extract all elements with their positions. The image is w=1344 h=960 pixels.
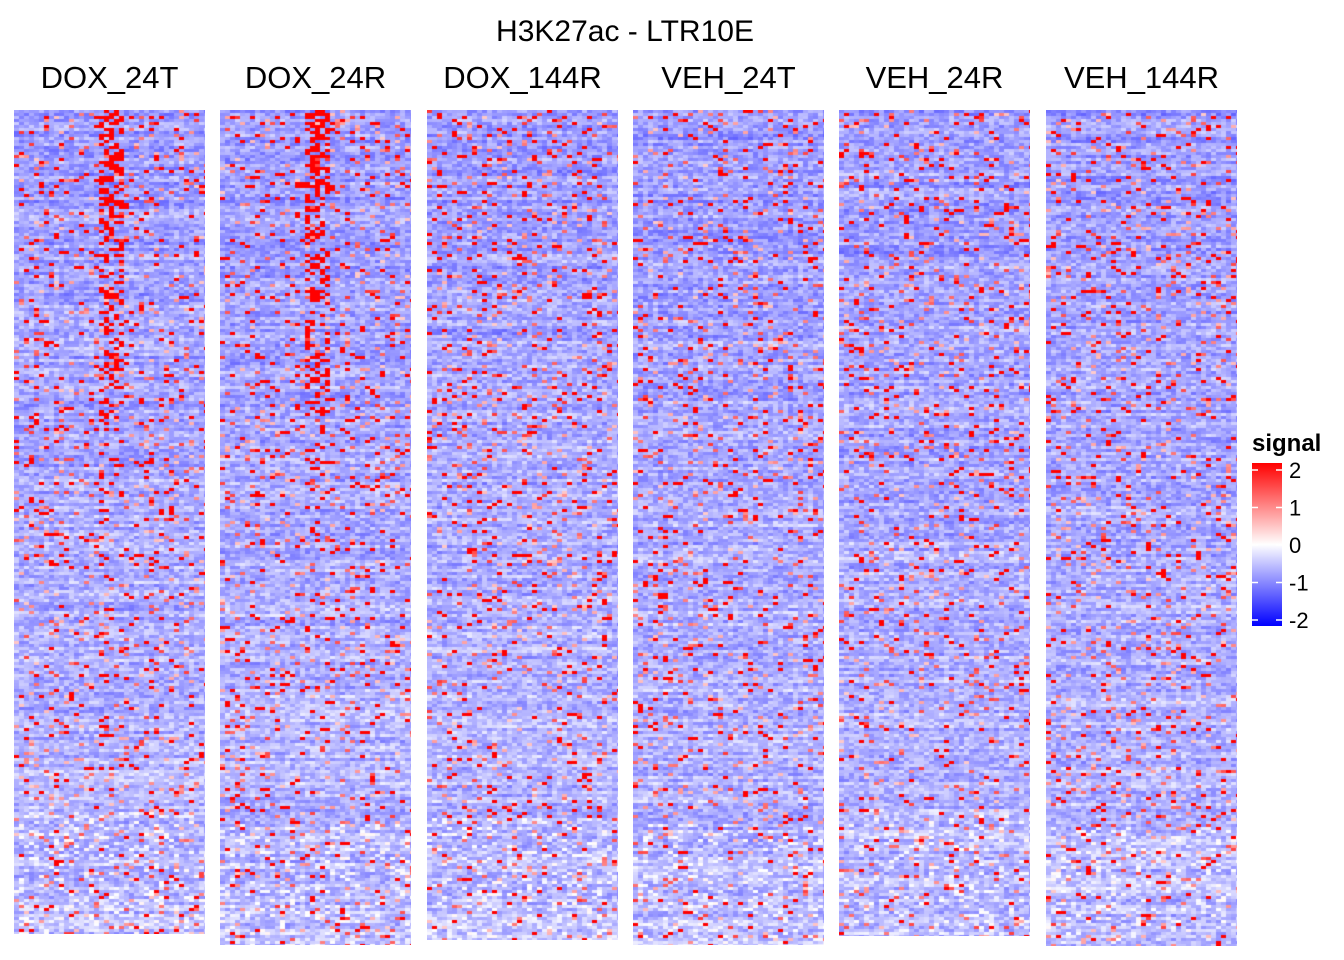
- legend: signal 2 1 0 -1 -2: [1252, 430, 1321, 633]
- heatmap-panel-dox-144r: [427, 110, 618, 940]
- legend-tick-label: -2: [1289, 608, 1309, 633]
- facet-label-veh-24r: VEH_24R: [866, 60, 1004, 95]
- facet-label-veh-24t: VEH_24T: [661, 60, 795, 95]
- legend-tick-label: -1: [1289, 571, 1309, 596]
- heatmap-panel-dox-24t: [14, 110, 205, 934]
- heatmap-panel-veh-144r: [1046, 110, 1237, 946]
- legend-tick-label: 1: [1289, 496, 1301, 521]
- heatmap-panel-veh-24t: [633, 110, 824, 945]
- facet-label-veh-144r: VEH_144R: [1064, 60, 1219, 95]
- legend-tick-label: 0: [1289, 533, 1301, 558]
- heatmap-panels: [14, 110, 1237, 946]
- facet-labels: DOX_24T DOX_24R DOX_144R VEH_24T VEH_24R VEH_…: [41, 60, 1219, 95]
- heatmap-panel-veh-24r: [839, 110, 1030, 936]
- heatmap-panel-dox-24r: [220, 110, 411, 945]
- legend-title: signal: [1252, 430, 1321, 457]
- facet-label-dox-144r: DOX_144R: [443, 60, 602, 95]
- legend-tick-label: 2: [1289, 458, 1301, 483]
- facet-label-dox-24t: DOX_24T: [41, 60, 179, 95]
- chart-title: H3K27ac - LTR10E: [496, 15, 754, 48]
- facet-label-dox-24r: DOX_24R: [245, 60, 386, 95]
- legend-ticks: 2 1 0 -1 -2: [1252, 458, 1309, 633]
